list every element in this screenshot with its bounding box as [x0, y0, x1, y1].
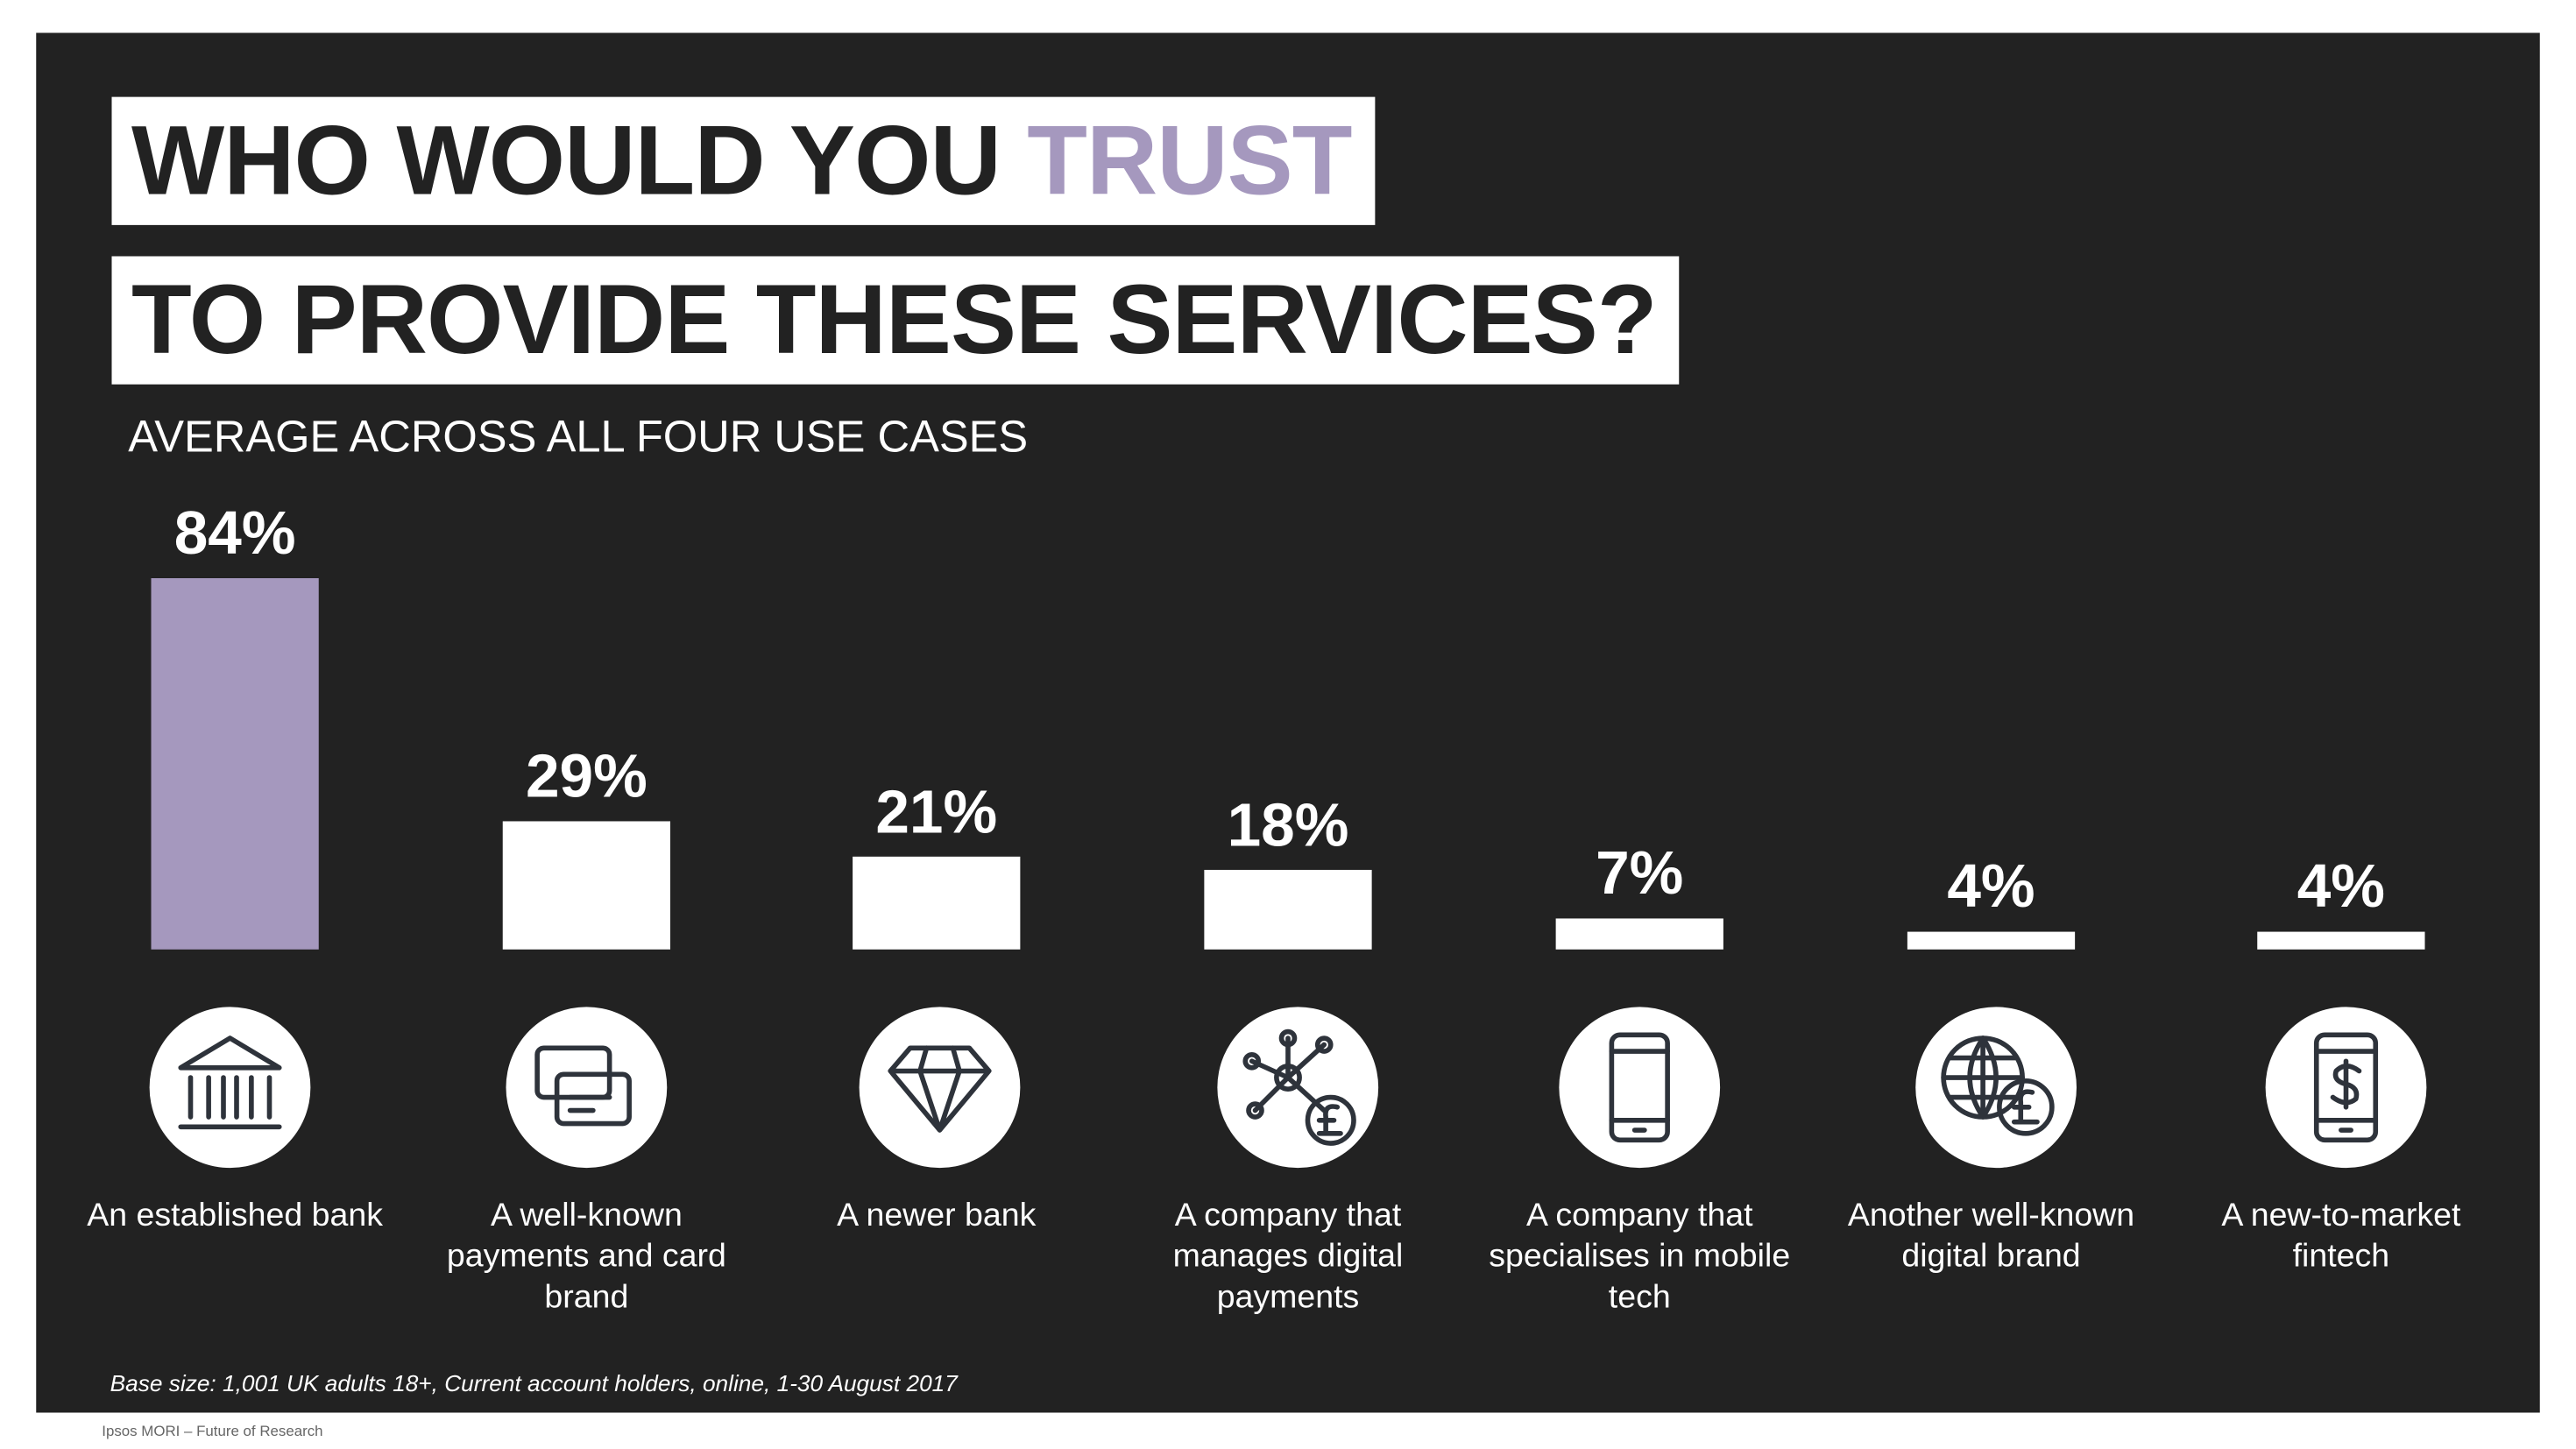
value-label: 21% — [875, 777, 998, 845]
category-label: Another well-known digital brand — [1847, 1197, 2135, 1275]
icon-globe — [1915, 1007, 2077, 1169]
icon-network — [1217, 1007, 1379, 1169]
title-text: TO PROVIDE THESE SERVICES? — [131, 264, 1658, 375]
bar — [853, 856, 1021, 950]
category-label: A company that manages digital payments — [1172, 1197, 1404, 1316]
subtitle: AVERAGE ACROSS ALL FOUR USE CASES — [128, 412, 1029, 462]
value-label: 18% — [1227, 790, 1349, 859]
icon-phone — [1559, 1007, 1721, 1169]
category-label: An established bank — [87, 1197, 383, 1234]
value-label: 4% — [1947, 852, 2035, 921]
footer: Ipsos MORI – Future of Research — [102, 1422, 323, 1439]
category-label: A newer bank — [837, 1197, 1037, 1234]
category-label: A company that specialises in mobile tec… — [1489, 1197, 1791, 1316]
value-label: 84% — [173, 499, 296, 567]
bar — [1555, 918, 1723, 950]
value-label: 29% — [525, 742, 648, 810]
title-box: TO PROVIDE THESE SERVICES? — [111, 256, 1680, 385]
icon-bank — [149, 1007, 311, 1169]
title-highlight: TRUST — [1027, 105, 1352, 216]
icon-cards — [506, 1007, 668, 1169]
value-label: 4% — [2296, 852, 2386, 921]
bar — [1204, 869, 1372, 950]
note: Base size: 1,001 UK adults 18+, Current … — [110, 1369, 958, 1396]
category-label: A well-known payments and card brand — [446, 1197, 726, 1316]
bar — [151, 578, 319, 950]
icon-phone-dollar — [2265, 1007, 2427, 1169]
bar — [2257, 931, 2425, 950]
value-label: 7% — [1596, 839, 1684, 908]
icons — [149, 1007, 2427, 1169]
icon-diamond — [859, 1007, 1021, 1169]
bar — [1907, 931, 2076, 950]
title-box: WHO WOULD YOU TRUST — [111, 96, 1375, 225]
bar — [502, 821, 670, 950]
title-text: WHO WOULD YOU — [131, 105, 1001, 216]
category-label: A new-to-market fintech — [2221, 1197, 2461, 1275]
